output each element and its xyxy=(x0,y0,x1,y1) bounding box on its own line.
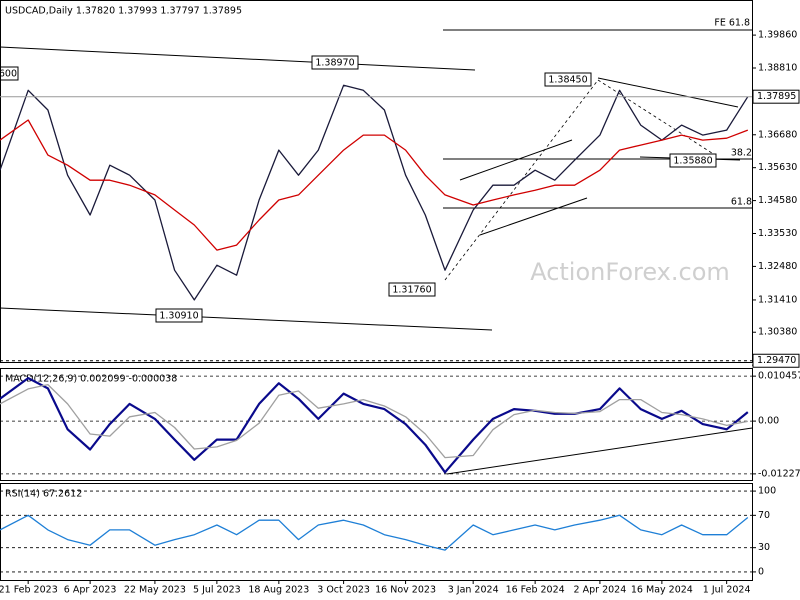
y-tick-label: 1.39860 xyxy=(758,30,797,41)
y-tick-label: 70 xyxy=(758,510,770,521)
channel-line xyxy=(459,139,573,181)
level-box xyxy=(155,308,203,323)
level-label: 1.35880 xyxy=(673,156,712,167)
level-label: 1.38970 xyxy=(315,58,354,69)
x-tick-label: 3 Jan 2024 xyxy=(448,585,499,596)
level-label: 1.38450 xyxy=(548,75,587,86)
series-line xyxy=(0,119,749,251)
panel-title: MACD(12,26,9) 0.002099 -0.000038 xyxy=(5,374,177,385)
series-line xyxy=(0,84,749,301)
level-label: 1.30910 xyxy=(159,311,198,322)
y-tick-label: 1.35630 xyxy=(758,162,797,173)
y-tick-label: 0.00 xyxy=(758,416,779,427)
x-tick-label: 3 Oct 2023 xyxy=(317,585,370,596)
level-box xyxy=(0,66,19,81)
price-box xyxy=(752,353,800,368)
price-label: 1.29470 xyxy=(757,355,796,366)
fib-label: 38.2 xyxy=(731,148,752,159)
x-tick-label: 21 Feb 2023 xyxy=(0,585,58,596)
x-tick-label: 1 Jul 2024 xyxy=(703,585,751,596)
level-box xyxy=(388,282,436,297)
level-box xyxy=(669,153,717,168)
level-box xyxy=(311,55,359,70)
trendline xyxy=(0,307,493,331)
y-tick-label: 0 xyxy=(758,566,764,577)
y-tick-label: 1.32480 xyxy=(758,261,797,272)
y-tick-label: -0.012276 xyxy=(758,468,800,479)
y-tick-label: 1.30380 xyxy=(758,327,797,338)
level-label: 1.31760 xyxy=(392,285,431,296)
watermark: ActionForex.com xyxy=(530,258,730,286)
x-tick-label: 22 May 2023 xyxy=(124,585,186,596)
level-label: 600 xyxy=(0,69,17,80)
channel-line xyxy=(479,197,588,236)
price-box xyxy=(752,89,800,104)
y-tick-label: 1.33530 xyxy=(758,228,797,239)
y-tick-label: 1.31410 xyxy=(758,294,797,305)
y-tick-label: 1.34580 xyxy=(758,195,797,206)
panel-frame xyxy=(0,0,753,363)
price-label: 1.37895 xyxy=(757,91,796,102)
series-line xyxy=(0,383,748,459)
panel-frame xyxy=(0,368,753,481)
macd-trendline xyxy=(446,427,753,475)
trendline xyxy=(0,46,476,71)
series-line xyxy=(0,377,749,474)
fib-label: 61.8 xyxy=(731,197,752,208)
panel-frame xyxy=(0,483,753,581)
triangle-line xyxy=(597,77,739,108)
x-tick-label: 16 May 2024 xyxy=(631,585,693,596)
x-tick-label: 5 Jul 2023 xyxy=(193,585,241,596)
y-tick-label: 30 xyxy=(758,542,770,553)
y-tick-label: 1.36680 xyxy=(758,129,797,140)
x-tick-label: 16 Feb 2024 xyxy=(506,585,565,596)
x-tick-label: 6 Apr 2023 xyxy=(64,585,117,596)
x-tick-label: 18 Aug 2023 xyxy=(248,585,309,596)
fib-line xyxy=(597,79,716,156)
level-box xyxy=(544,72,592,87)
x-tick-label: 16 Nov 2023 xyxy=(375,585,436,596)
y-tick-label: 100 xyxy=(758,486,776,497)
series-line xyxy=(0,514,749,551)
x-tick-label: 2 Apr 2024 xyxy=(574,585,627,596)
y-tick-label: 0.010457 xyxy=(758,371,800,382)
y-tick-label: 1.38810 xyxy=(758,63,797,74)
fib-label: FE 61.8 xyxy=(714,18,750,29)
panel-title: USDCAD,Daily 1.37820 1.37993 1.37797 1.3… xyxy=(5,6,242,17)
panel-title: RSI(14) 67.2612 xyxy=(5,489,82,500)
